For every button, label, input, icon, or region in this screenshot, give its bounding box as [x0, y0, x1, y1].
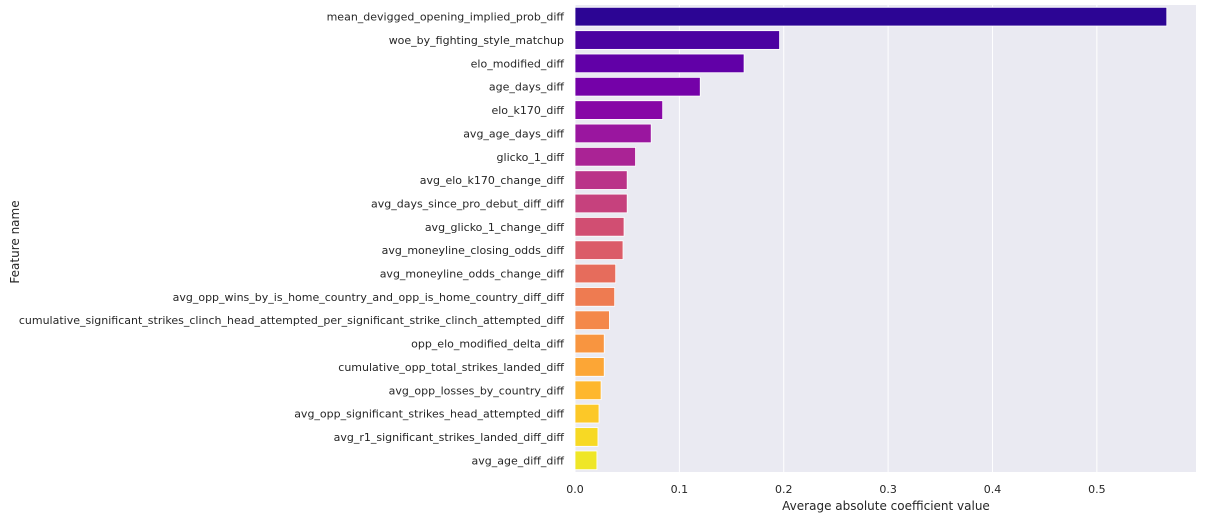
- y-tick-label: cumulative_significant_strikes_clinch_he…: [19, 314, 565, 327]
- y-tick-label: avg_days_since_pro_debut_diff_diff: [371, 197, 564, 210]
- bar: [574, 403, 600, 424]
- x-tick-label: 0.0: [566, 483, 584, 496]
- y-tick-label: woe_by_fighting_style_matchup: [389, 34, 564, 47]
- x-axis-label: Average absolute coefficient value: [782, 499, 990, 513]
- bar: [574, 147, 636, 167]
- bar: [574, 217, 625, 237]
- bar: [574, 6, 1168, 27]
- bar: [574, 333, 605, 354]
- y-tick-label: avg_moneyline_odds_change_diff: [380, 268, 565, 281]
- y-tick-label: elo_k170_diff: [491, 104, 564, 117]
- bar: [574, 263, 617, 284]
- y-tick-label: avg_age_diff_diff: [472, 454, 565, 467]
- y-tick-label: glicko_1_diff: [497, 151, 565, 164]
- x-tick-label: 0.2: [775, 483, 793, 496]
- y-axis-label: Feature name: [8, 200, 22, 283]
- y-tick-label: avg_r1_significant_strikes_landed_diff_d…: [334, 431, 565, 444]
- bar: [574, 287, 616, 307]
- y-tick-label: avg_opp_losses_by_country_diff: [389, 384, 565, 397]
- bar: [574, 76, 701, 97]
- bar: [574, 100, 664, 120]
- x-tick-label: 0.3: [879, 483, 897, 496]
- y-tick-label: avg_glicko_1_change_diff: [425, 221, 565, 234]
- bar: [574, 53, 745, 74]
- bar: [574, 310, 610, 330]
- bar: [574, 427, 599, 447]
- x-tick-label: 0.4: [984, 483, 1002, 496]
- x-tick-labels: 0.0 0.1 0.2 0.3 0.4 0.5: [566, 483, 1105, 496]
- y-tick-label: cumulative_opp_total_strikes_landed_diff: [338, 361, 564, 374]
- y-tick-label: avg_moneyline_closing_odds_diff: [382, 244, 565, 257]
- y-tick-label: avg_age_days_diff: [463, 127, 564, 140]
- bar: [574, 380, 602, 401]
- y-tick-label: avg_elo_k170_change_diff: [420, 174, 565, 187]
- y-tick-label: mean_devigged_opening_implied_prob_diff: [327, 11, 565, 24]
- y-tick-label: avg_opp_wins_by_is_home_country_and_opp_…: [173, 291, 565, 304]
- bar: [574, 123, 652, 144]
- bar: [574, 357, 605, 377]
- y-tick-label: elo_modified_diff: [471, 57, 565, 70]
- y-tick-label: age_days_diff: [489, 81, 564, 94]
- bar: [574, 450, 598, 471]
- bars: [574, 6, 1168, 471]
- y-tick-labels: mean_devigged_opening_implied_prob_diffw…: [19, 11, 565, 468]
- y-tick-label: avg_opp_significant_strikes_head_attempt…: [294, 408, 564, 421]
- bar: [574, 30, 780, 50]
- y-tick-label: opp_elo_modified_delta_diff: [411, 338, 564, 351]
- bar: [574, 240, 624, 260]
- bar: [574, 193, 628, 214]
- x-tick-label: 0.5: [1088, 483, 1106, 496]
- plot-background: [575, 5, 1196, 472]
- x-tick-label: 0.1: [671, 483, 689, 496]
- bar: [574, 170, 628, 190]
